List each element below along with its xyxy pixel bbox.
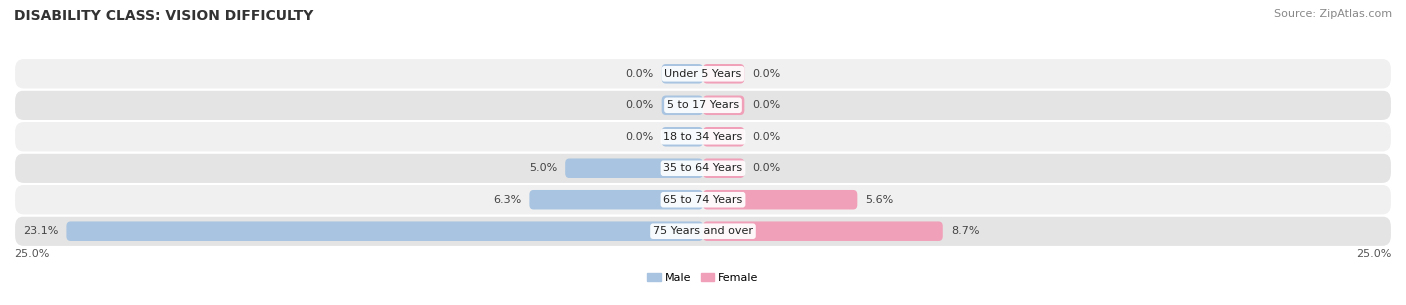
FancyBboxPatch shape	[662, 95, 703, 115]
Text: 0.0%: 0.0%	[626, 132, 654, 142]
Text: 5 to 17 Years: 5 to 17 Years	[666, 100, 740, 110]
FancyBboxPatch shape	[530, 190, 703, 210]
FancyBboxPatch shape	[703, 159, 744, 178]
FancyBboxPatch shape	[703, 95, 744, 115]
Text: Under 5 Years: Under 5 Years	[665, 69, 741, 79]
Text: Source: ZipAtlas.com: Source: ZipAtlas.com	[1274, 9, 1392, 19]
Text: 75 Years and over: 75 Years and over	[652, 226, 754, 236]
Text: 25.0%: 25.0%	[14, 249, 49, 260]
Text: 6.3%: 6.3%	[494, 195, 522, 205]
Text: 25.0%: 25.0%	[1357, 249, 1392, 260]
FancyBboxPatch shape	[14, 184, 1392, 215]
Text: 23.1%: 23.1%	[22, 226, 58, 236]
FancyBboxPatch shape	[703, 127, 744, 146]
FancyBboxPatch shape	[14, 90, 1392, 121]
Text: 5.0%: 5.0%	[529, 163, 557, 173]
Text: 0.0%: 0.0%	[752, 132, 780, 142]
FancyBboxPatch shape	[66, 221, 703, 241]
Text: 0.0%: 0.0%	[626, 69, 654, 79]
Text: 0.0%: 0.0%	[752, 69, 780, 79]
Text: 35 to 64 Years: 35 to 64 Years	[664, 163, 742, 173]
Text: 0.0%: 0.0%	[752, 100, 780, 110]
Text: 65 to 74 Years: 65 to 74 Years	[664, 195, 742, 205]
Text: 5.6%: 5.6%	[866, 195, 894, 205]
FancyBboxPatch shape	[703, 221, 943, 241]
FancyBboxPatch shape	[703, 190, 858, 210]
FancyBboxPatch shape	[14, 152, 1392, 184]
Text: DISABILITY CLASS: VISION DIFFICULTY: DISABILITY CLASS: VISION DIFFICULTY	[14, 9, 314, 23]
FancyBboxPatch shape	[662, 127, 703, 146]
FancyBboxPatch shape	[703, 64, 744, 84]
FancyBboxPatch shape	[565, 159, 703, 178]
Text: 0.0%: 0.0%	[626, 100, 654, 110]
FancyBboxPatch shape	[662, 64, 703, 84]
FancyBboxPatch shape	[14, 121, 1392, 152]
Legend: Male, Female: Male, Female	[643, 269, 763, 288]
Text: 0.0%: 0.0%	[752, 163, 780, 173]
Text: 18 to 34 Years: 18 to 34 Years	[664, 132, 742, 142]
FancyBboxPatch shape	[14, 58, 1392, 90]
FancyBboxPatch shape	[14, 215, 1392, 247]
Text: 8.7%: 8.7%	[950, 226, 980, 236]
